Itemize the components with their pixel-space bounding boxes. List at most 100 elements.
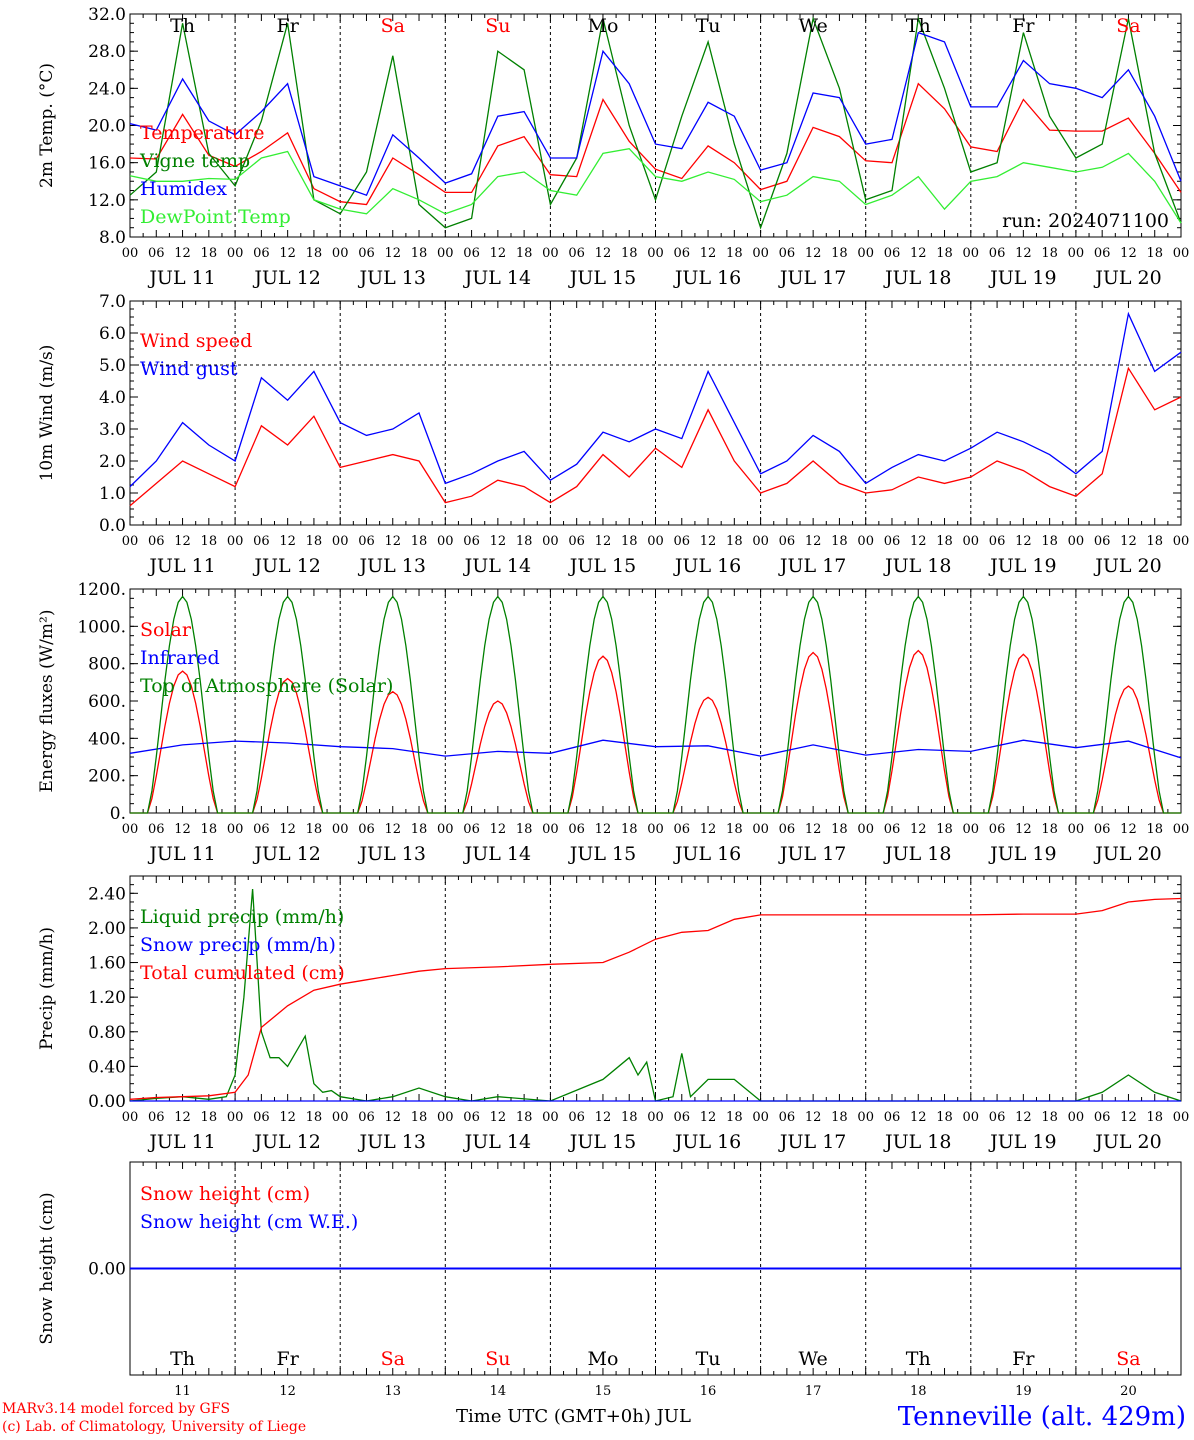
x-hour-label: 18 (831, 534, 848, 549)
x-hour-label: 18 (516, 822, 533, 837)
panel-frame (129, 13, 1182, 238)
x-hour-label: 06 (674, 246, 691, 261)
x-date-label: JUL 12 (252, 843, 320, 865)
x-hour-label: 06 (884, 246, 901, 261)
x-date-label: JUL 20 (1093, 555, 1161, 577)
x-hour-label: 06 (1094, 534, 1111, 549)
legend-entry: Snow precip (mm/h) (140, 934, 336, 956)
model-label: MARv3.14 model forced by GFS (2, 1401, 231, 1417)
x-hour-label: 06 (674, 534, 691, 549)
x-hour-label: 00 (437, 534, 454, 549)
y-tick-label: 800. (88, 655, 126, 675)
x-hour-label: 18 (516, 534, 533, 549)
x-hour-label: 12 (1120, 534, 1137, 549)
x-hour-label: 12 (174, 1110, 191, 1125)
x-hour-label: 06 (253, 534, 270, 549)
x-hour-label: 06 (568, 1110, 585, 1125)
series-line-temperature (129, 82, 1182, 206)
x-hour-label: 00 (227, 534, 244, 549)
x-hour-label: 00 (1068, 534, 1085, 549)
weekday-label: Sa (1116, 15, 1140, 37)
x-hour-label: 06 (463, 534, 480, 549)
x-hour-label: 18 (411, 534, 428, 549)
weekday-label: Su (485, 1348, 510, 1370)
x-date-label: JUL 13 (358, 555, 426, 577)
x-hour-label: 00 (647, 822, 664, 837)
x-hour-label: 00 (647, 534, 664, 549)
weekday-label: Th (906, 1348, 931, 1370)
x-hour-label: 06 (358, 822, 375, 837)
x-hour-label: 00 (963, 1110, 980, 1125)
x-day-number: 16 (700, 1384, 717, 1399)
x-hour-label: 12 (910, 1110, 927, 1125)
x-hour-label: 18 (1041, 246, 1058, 261)
x-hour-label: 00 (1173, 822, 1190, 837)
y-tick-label: 2.00 (88, 919, 126, 939)
x-hour-label: 18 (411, 1110, 428, 1125)
x-hour-label: 18 (831, 822, 848, 837)
x-hour-label: 00 (122, 534, 139, 549)
weekday-label: We (799, 15, 828, 37)
x-date-label: JUL 11 (147, 843, 215, 865)
y-tick-label: 6.0 (99, 324, 126, 344)
weekday-label: Sa (381, 1348, 405, 1370)
x-hour-label: 18 (201, 1110, 218, 1125)
x-hour-label: 06 (989, 534, 1006, 549)
x-hour-label: 06 (463, 246, 480, 261)
x-hour-label: 12 (279, 534, 296, 549)
y-tick-label: 2.0 (99, 452, 126, 472)
x-hour-label: 00 (1068, 822, 1085, 837)
x-hour-label: 00 (332, 534, 349, 549)
y-tick-label: 7.0 (99, 292, 126, 312)
x-hour-label: 12 (490, 246, 507, 261)
x-hour-label: 06 (989, 246, 1006, 261)
x-hour-label: 12 (805, 534, 822, 549)
x-hour-label: 06 (779, 534, 796, 549)
x-hour-label: 00 (752, 1110, 769, 1125)
legend-entry: Wind speed (140, 330, 252, 352)
x-date-label: JUL 19 (988, 555, 1056, 577)
x-date-label: JUL 19 (988, 1131, 1056, 1153)
x-hour-label: 18 (1146, 246, 1163, 261)
x-date-label: JUL 16 (673, 843, 741, 865)
station-label: Tenneville (alt. 429m) (897, 1402, 1186, 1432)
y-tick-label: 1.20 (88, 988, 126, 1008)
x-hour-label: 12 (384, 246, 401, 261)
x-hour-label: 00 (227, 246, 244, 261)
x-date-label: JUL 20 (1093, 843, 1161, 865)
y-tick-label: 200. (88, 767, 126, 787)
x-hour-label: 12 (595, 246, 612, 261)
x-hour-label: 00 (542, 1110, 559, 1125)
x-hour-label: 12 (1015, 534, 1032, 549)
series-line-total-cumulated-cm- (129, 897, 1182, 1100)
series-line-wind-gust (129, 311, 1182, 488)
x-hour-label: 12 (910, 246, 927, 261)
x-hour-label: 06 (253, 1110, 270, 1125)
x-hour-label: 00 (437, 822, 454, 837)
y-tick-label: 1000. (77, 617, 126, 637)
x-hour-label: 18 (621, 1110, 638, 1125)
x-date-label: JUL 12 (252, 267, 320, 289)
x-date-label: JUL 11 (147, 267, 215, 289)
x-hour-label: 18 (306, 534, 323, 549)
x-hour-label: 18 (306, 246, 323, 261)
x-hour-label: 00 (437, 246, 454, 261)
legend-entry: Snow height (cm W.E.) (140, 1211, 358, 1233)
x-date-label: JUL 13 (358, 1131, 426, 1153)
legend-entry: Wind gust (140, 358, 238, 380)
x-hour-label: 18 (516, 246, 533, 261)
x-hour-label: 06 (1094, 246, 1111, 261)
x-hour-label: 06 (1094, 822, 1111, 837)
x-hour-label: 00 (857, 1110, 874, 1125)
x-hour-label: 18 (1146, 1110, 1163, 1125)
y-tick-label: 5.0 (99, 356, 126, 376)
x-hour-label: 12 (595, 822, 612, 837)
x-day-number: 14 (490, 1384, 507, 1399)
y-tick-label: 20.0 (88, 117, 126, 137)
x-hour-label: 00 (122, 246, 139, 261)
x-hour-label: 00 (963, 534, 980, 549)
x-hour-label: 06 (463, 822, 480, 837)
y-axis-label: Snow height (cm) (37, 1192, 57, 1344)
x-hour-label: 06 (148, 246, 165, 261)
